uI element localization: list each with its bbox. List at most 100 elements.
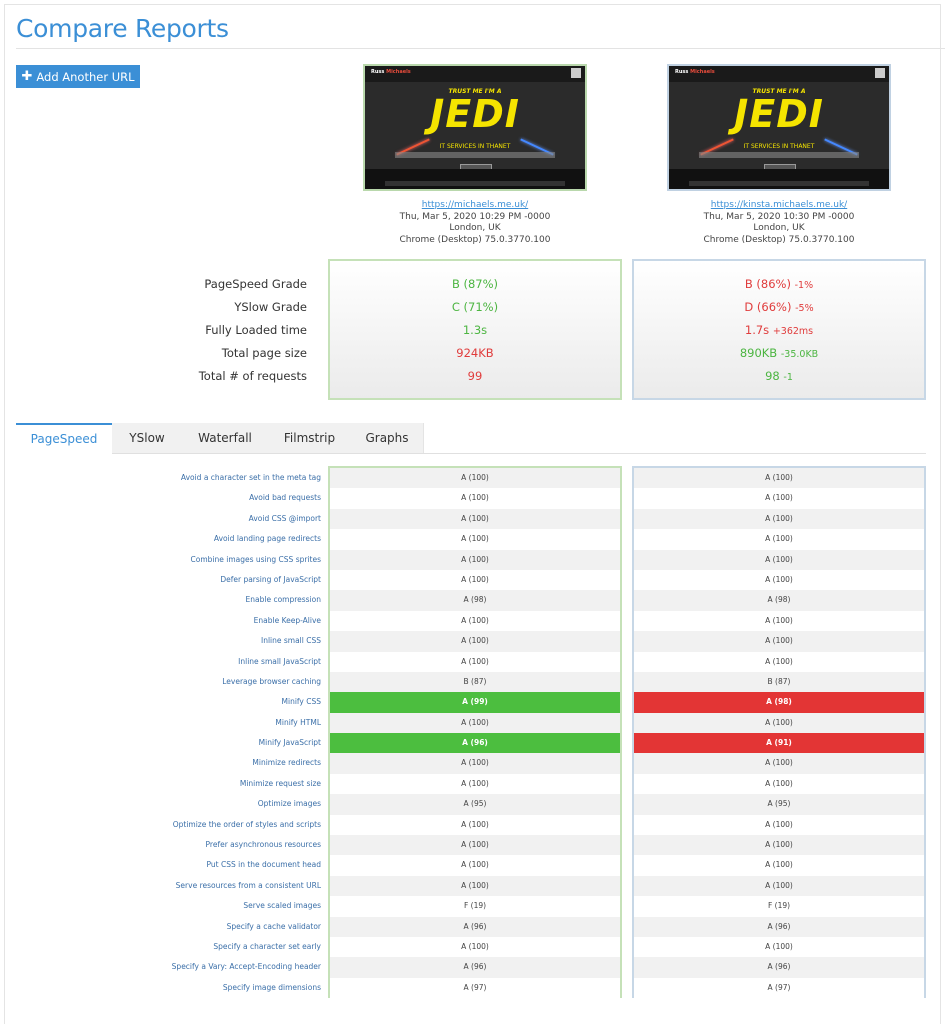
- rule-grade-b: A (97): [634, 977, 924, 999]
- rule-name[interactable]: Avoid CSS @import: [248, 513, 321, 523]
- rule-grade-a: A (100): [330, 508, 620, 530]
- grade-label: Fully Loaded time: [205, 323, 307, 337]
- rule-grade-b: A (100): [634, 508, 924, 530]
- rule-name[interactable]: Optimize the order of styles and scripts: [172, 819, 321, 829]
- rule-grade-a: A (96): [330, 957, 620, 978]
- rule-grade-b: A (100): [634, 814, 924, 836]
- report-b-url-link[interactable]: https://kinsta.michaels.me.uk/: [710, 200, 848, 210]
- rule-grade-a: A (98): [330, 590, 620, 611]
- rule-name[interactable]: Minify HTML: [275, 717, 321, 727]
- add-another-url-button[interactable]: ✚ Add Another URL: [16, 65, 140, 88]
- rule-name[interactable]: Specify image dimensions: [222, 982, 321, 992]
- thumb-nav: [365, 66, 585, 82]
- rule-name[interactable]: Minify CSS: [281, 697, 321, 707]
- rule-grade-a: A (96): [330, 916, 620, 937]
- rule-name[interactable]: Minimize request size: [239, 778, 321, 788]
- page-frame: [4, 4, 941, 1024]
- grade-box-b: B (86%) -1% D (66%) -5% 1.7s +362ms 890KB -…: [632, 259, 926, 400]
- rule-name[interactable]: Serve scaled images: [243, 901, 321, 911]
- rule-grade-b: A (98): [634, 692, 924, 713]
- thumb-cookie-bar: [689, 181, 869, 186]
- grade-value-b: B (86%) -1%: [634, 276, 924, 299]
- thumb-text-line: [699, 152, 859, 158]
- grade-value: 1.7s: [744, 323, 770, 337]
- grade-value-b: D (66%) -5%: [634, 299, 924, 322]
- tab-waterfall[interactable]: Waterfall: [182, 423, 269, 453]
- rule-name[interactable]: Enable compression: [245, 595, 321, 605]
- rule-name[interactable]: Prefer asynchronous resources: [205, 840, 321, 850]
- rule-name[interactable]: Avoid landing page redirects: [213, 534, 321, 544]
- report-a-date: Thu, Mar 5, 2020 10:29 PM -0000: [399, 211, 551, 222]
- report-a-screenshot[interactable]: Russ Michaels TRUST ME I'M A JEDI IT SER…: [363, 64, 587, 191]
- rule-name[interactable]: Put CSS in the document head: [206, 860, 321, 870]
- tab-yslow[interactable]: YSlow: [112, 423, 183, 453]
- grade-box-a: B (87%) C (71%) 1.3s 924KB 99: [328, 259, 622, 400]
- rule-name[interactable]: Specify a character set early: [213, 941, 321, 951]
- rule-name[interactable]: Enable Keep-Alive: [253, 615, 321, 625]
- rule-grade-a: A (100): [330, 936, 620, 958]
- tab-filmstrip[interactable]: Filmstrip: [268, 423, 352, 453]
- tab-graphs[interactable]: Graphs: [351, 423, 424, 453]
- rule-name[interactable]: Minimize redirects: [252, 758, 321, 768]
- report-b-location: London, UK: [753, 223, 805, 233]
- rule-grade-a: A (100): [330, 773, 620, 795]
- rule-name[interactable]: Specify a Vary: Accept-Encoding header: [171, 962, 321, 972]
- grade-diff: +362ms: [772, 326, 814, 337]
- rule-name[interactable]: Avoid a character set in the meta tag: [180, 473, 321, 482]
- rule-name[interactable]: Inline small CSS: [260, 636, 321, 646]
- rule-name[interactable]: Minify JavaScript: [258, 738, 321, 748]
- report-b-browser: Chrome (Desktop) 75.0.3770.100: [703, 234, 855, 245]
- grade-label: PageSpeed Grade: [204, 277, 307, 291]
- rules-box-b: A (100) A (100) A (100) A (100) A (100) A (10…: [632, 466, 926, 999]
- thumb-menu-icon: [571, 68, 581, 78]
- thumb-tagline: TRUST ME I'M A: [752, 88, 806, 95]
- rule-grade-a: A (100): [330, 569, 620, 591]
- report-column-a: Russ Michaels TRUST ME I'M A JEDI IT SER…: [325, 64, 625, 246]
- rule-grade-b: A (100): [634, 529, 924, 550]
- rule-grade-a: A (100): [330, 549, 620, 570]
- rule-grade-b: F (19): [634, 896, 924, 917]
- rule-name[interactable]: Defer parsing of JavaScript: [220, 574, 321, 584]
- rule-grade-b: A (100): [634, 712, 924, 734]
- rule-name[interactable]: Combine images using CSS sprites: [190, 554, 321, 564]
- grade-value: D (66%): [744, 300, 792, 314]
- rule-grade-b: A (100): [634, 549, 924, 570]
- grade-value-a: C (71%): [330, 299, 620, 322]
- grade-value-a: 1.3s: [330, 322, 620, 345]
- grade-value: B (86%): [744, 277, 791, 291]
- grade-label: YSlow Grade: [234, 300, 307, 314]
- report-b-screenshot[interactable]: Russ Michaels TRUST ME I'M A JEDI IT SER…: [667, 64, 891, 191]
- rule-name[interactable]: Leverage browser caching: [222, 676, 321, 686]
- plus-icon: ✚: [21, 69, 33, 84]
- rule-grade-a: A (100): [330, 488, 620, 509]
- thumb-logo: Russ Michaels: [371, 69, 411, 75]
- rule-grade-a: A (100): [330, 835, 620, 856]
- grade-value: C (71%): [451, 300, 499, 314]
- rule-grade-b: A (98): [634, 590, 924, 611]
- tab-pagespeed[interactable]: PageSpeed: [16, 423, 112, 454]
- report-column-b: Russ Michaels TRUST ME I'M A JEDI IT SER…: [629, 64, 929, 246]
- rule-grade-b: A (100): [634, 835, 924, 856]
- thumb-cookie-bar: [385, 181, 565, 186]
- rule-name[interactable]: Optimize images: [257, 799, 321, 809]
- thumb-subtitle: IT SERVICES IN THANET: [743, 143, 815, 150]
- rule-grade-b: A (100): [634, 855, 924, 876]
- rule-name[interactable]: Inline small JavaScript: [238, 656, 321, 666]
- rule-grade-b: A (100): [634, 875, 924, 897]
- grade-value: 924KB: [456, 346, 494, 360]
- thumb-headline: JEDI: [734, 92, 824, 136]
- rule-grade-b: A (100): [634, 610, 924, 632]
- rule-name[interactable]: Serve resources from a consistent URL: [175, 880, 321, 890]
- grade-value: 98: [765, 369, 780, 383]
- rule-name[interactable]: Specify a cache validator: [226, 921, 321, 931]
- report-tabs: PageSpeed YSlow Waterfall Filmstrip Grap…: [16, 423, 926, 454]
- rule-grade-a: A (100): [330, 631, 620, 652]
- rule-name[interactable]: Avoid bad requests: [249, 493, 321, 503]
- rule-grade-a: A (95): [330, 794, 620, 815]
- thumb-headline: JEDI: [430, 92, 520, 136]
- rule-grade-a: A (100): [330, 610, 620, 632]
- report-b-meta: https://kinsta.michaels.me.uk/ Thu, Mar …: [629, 200, 929, 246]
- grade-value: 890KB: [739, 346, 778, 360]
- thumb-text-line: [395, 152, 555, 158]
- report-a-url-link[interactable]: https://michaels.me.uk/: [421, 200, 529, 210]
